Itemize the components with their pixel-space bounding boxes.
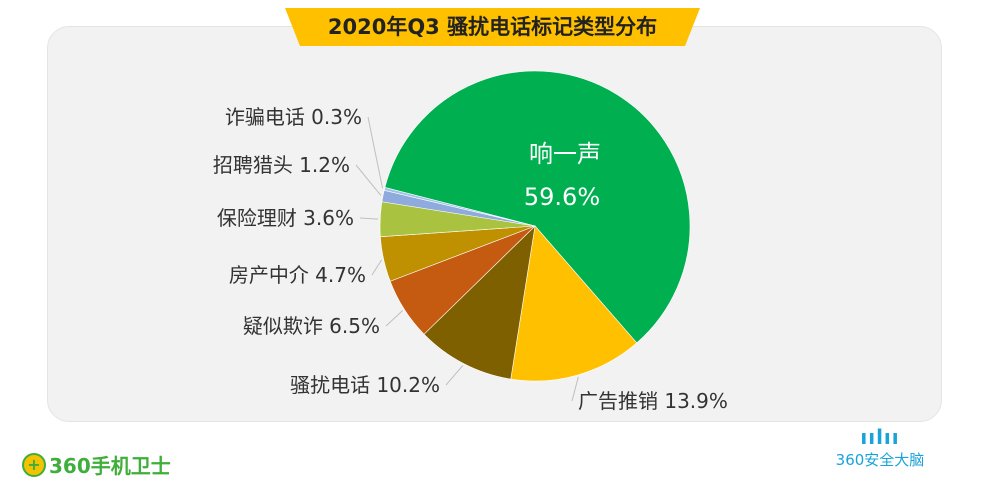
leader-line [355, 164, 382, 196]
title-banner [285, 8, 700, 46]
slice-label: 响一声 [529, 140, 601, 168]
leader-line [571, 376, 579, 402]
pie-slice [383, 187, 536, 227]
leader-line [367, 116, 384, 189]
plus-icon: + [22, 452, 46, 477]
pie-slice [510, 225, 638, 382]
slice-label: 保险理财 3.6% [217, 206, 354, 230]
slice-label: 诈骗电话 0.3% [225, 105, 362, 129]
soundwave-icon: ıılıı [860, 425, 900, 449]
leader-line [371, 259, 383, 276]
slice-value: 59.6% [524, 183, 600, 211]
slice-label: 房产中介 4.7% [229, 263, 366, 287]
slice-label: 招聘猎头 1.2% [213, 153, 350, 177]
slice-label: 广告推销 13.9% [578, 389, 728, 413]
logo-360-mobile-guard: +360手机卫士 [22, 450, 171, 479]
leader-line [385, 310, 404, 327]
leader-line [359, 217, 379, 220]
leader-line [445, 365, 464, 386]
logo-360-security-brain: ıılıı 360安全大脑 [825, 425, 935, 470]
pie-slice [423, 225, 536, 380]
slice-label: 疑似欺诈 6.5% [243, 314, 380, 338]
pie-slice [384, 70, 691, 344]
slice-label: 骚扰电话 10.2% [290, 373, 440, 397]
chart-title: 2020年Q3 骚扰电话标记类型分布 [327, 15, 658, 39]
